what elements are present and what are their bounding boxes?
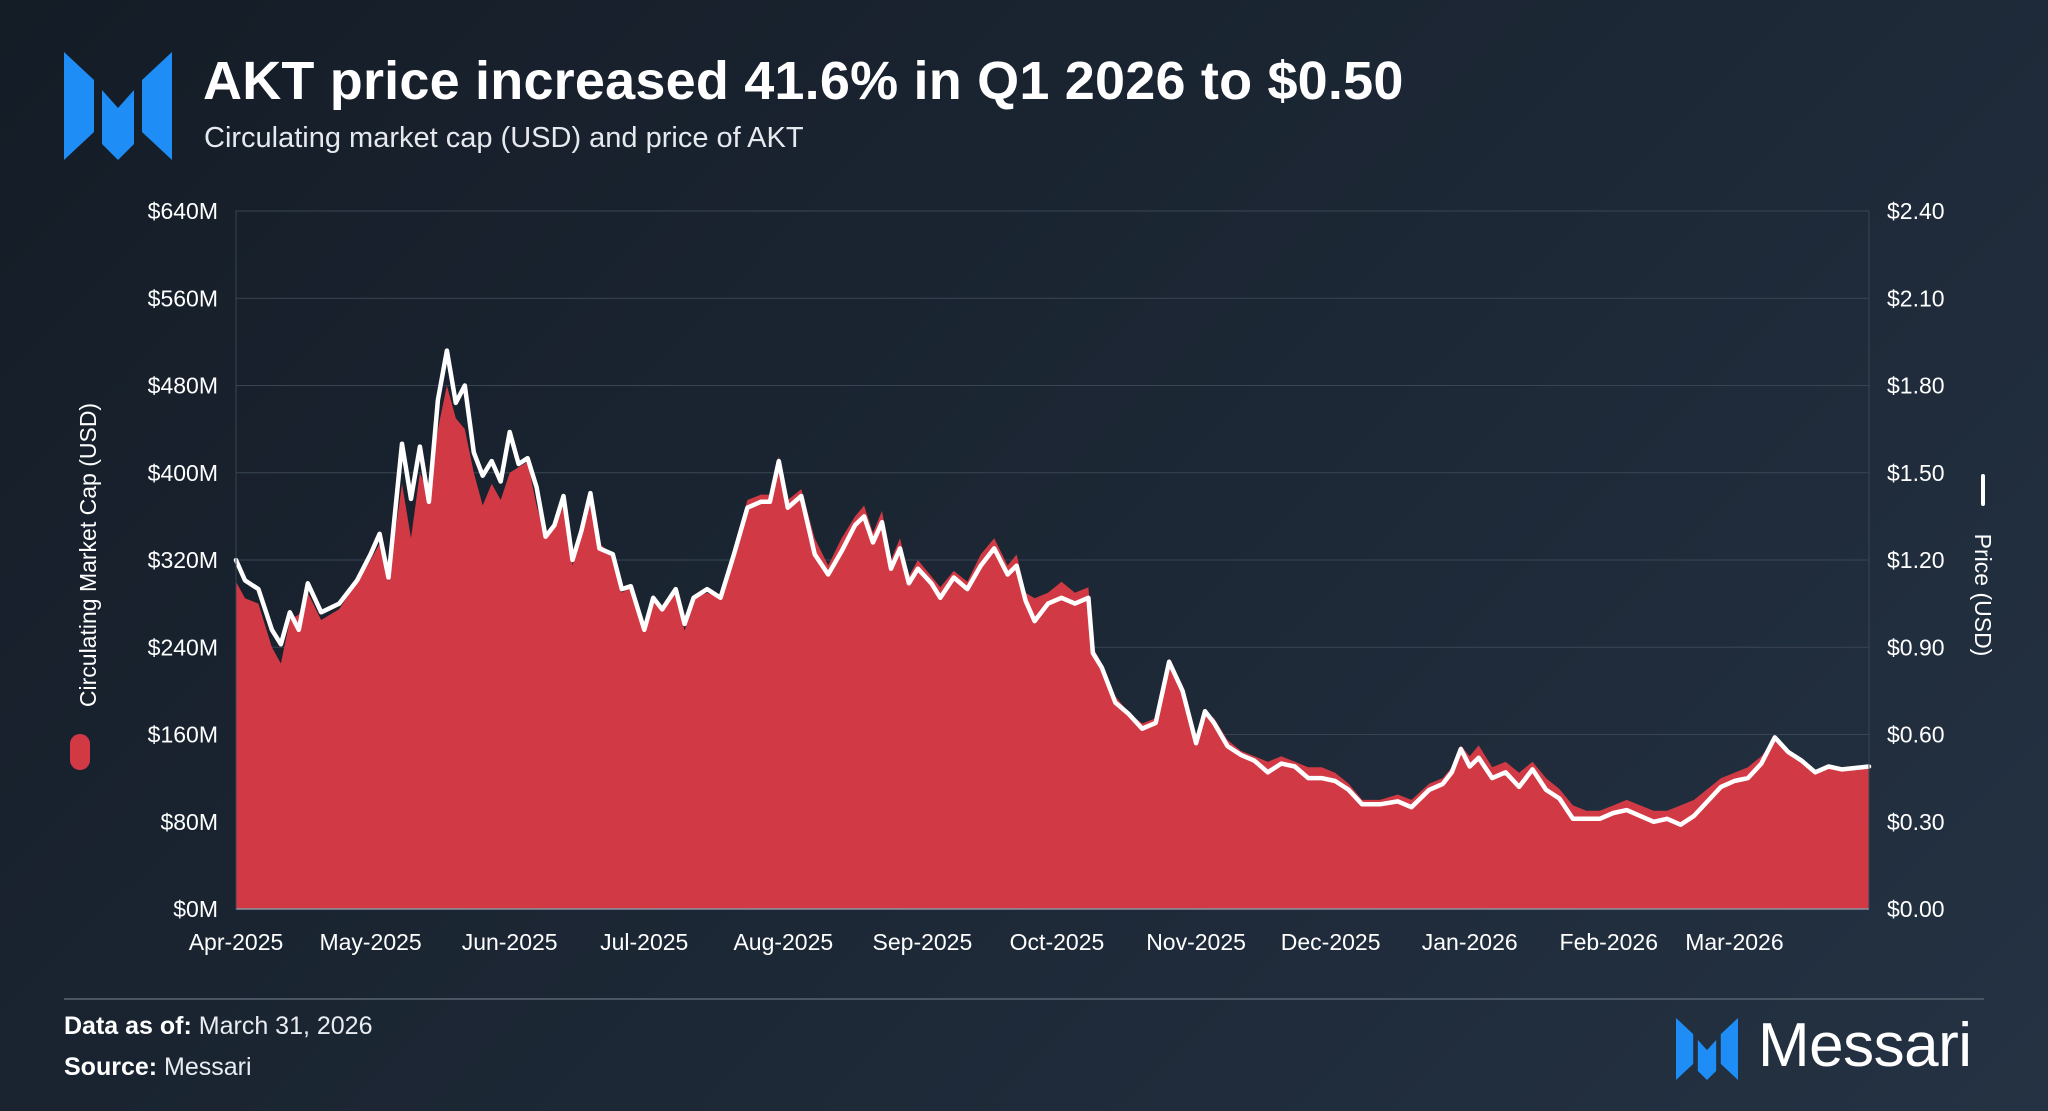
- source-value: Messari: [164, 1053, 252, 1081]
- left-axis-label: Circulating Market Cap (USD): [75, 403, 101, 707]
- market-cap-legend-swatch: [70, 734, 90, 770]
- price-line: [233, 348, 1872, 827]
- x-tick-label: Feb-2026: [1560, 929, 1658, 955]
- x-tick-label: Dec-2025: [1281, 929, 1381, 955]
- right-axis-ticks: $0.00 $0.30 $0.60 $0.90 $1.20 $1.50 $1.80 $2.10…: [1887, 198, 1945, 922]
- messari-logo-icon: [64, 52, 172, 160]
- left-axis-title: Circulating Market Cap (USD): [75, 403, 101, 707]
- footer-source: Source: Messari: [64, 1053, 252, 1082]
- x-axis-ticks: Apr-2025 May-2025 Jun-2025 Jul-2025 Aug-2025…: [189, 929, 1784, 955]
- right-axis-title: Price (USD): [1970, 534, 1996, 657]
- left-tick-label: $320M: [148, 547, 218, 573]
- left-tick-label: $80M: [160, 809, 218, 835]
- right-tick-label: $0.60: [1887, 722, 1945, 748]
- x-tick-label: Apr-2025: [189, 929, 284, 955]
- market-cap-area: [236, 385, 1869, 909]
- x-tick-label: Nov-2025: [1146, 929, 1246, 955]
- left-axis-ticks: $0M $80M $160M $240M $320M $400M $480M $560M $64…: [148, 198, 218, 922]
- right-tick-label: $0.90: [1887, 634, 1945, 660]
- x-tick-label: Sep-2025: [873, 929, 973, 955]
- messari-footer-logo-icon: [1676, 1018, 1738, 1080]
- data-as-of-value: March 31, 2026: [198, 1012, 373, 1040]
- right-axis-label: Price (USD): [1970, 534, 1996, 657]
- x-tick-label: Jul-2025: [600, 929, 688, 955]
- left-tick-label: $640M: [148, 198, 218, 224]
- right-tick-label: $1.20: [1887, 547, 1945, 573]
- left-tick-label: $160M: [148, 722, 218, 748]
- data-as-of-label: Data as of:: [64, 1012, 192, 1040]
- right-tick-label: $2.10: [1887, 285, 1945, 311]
- source-label: Source:: [64, 1053, 158, 1081]
- x-tick-label: May-2025: [319, 929, 421, 955]
- right-tick-label: $0.30: [1887, 809, 1945, 835]
- footer-divider: [64, 998, 1984, 1000]
- left-tick-label: $480M: [148, 373, 218, 399]
- left-tick-label: $240M: [148, 634, 218, 660]
- chart-area: $0M $80M $160M $240M $320M $400M $480M $560M $64…: [70, 198, 1996, 955]
- left-tick-label: $560M: [148, 285, 218, 311]
- x-tick-label: Jan-2026: [1422, 929, 1518, 955]
- chart-subtitle: Circulating market cap (USD) and price o…: [204, 122, 804, 154]
- x-tick-label: Aug-2025: [733, 929, 833, 955]
- right-tick-label: $2.40: [1887, 198, 1945, 224]
- footer-data-as-of: Data as of: March 31, 2026: [64, 1012, 372, 1041]
- left-tick-label: $0M: [173, 896, 218, 922]
- price-legend-swatch: [1981, 474, 1985, 506]
- x-tick-label: Mar-2026: [1685, 929, 1783, 955]
- chart-title: AKT price increased 41.6% in Q1 2026 to …: [203, 51, 1404, 111]
- right-tick-label: $1.50: [1887, 460, 1945, 486]
- x-tick-label: Jun-2025: [462, 929, 558, 955]
- left-tick-label: $400M: [148, 460, 218, 486]
- plot-frame: [235, 211, 1870, 910]
- x-tick-label: Oct-2025: [1010, 929, 1105, 955]
- messari-wordmark: Messari: [1758, 1011, 1972, 1080]
- right-tick-label: $1.80: [1887, 373, 1945, 399]
- right-tick-label: $0.00: [1887, 896, 1945, 922]
